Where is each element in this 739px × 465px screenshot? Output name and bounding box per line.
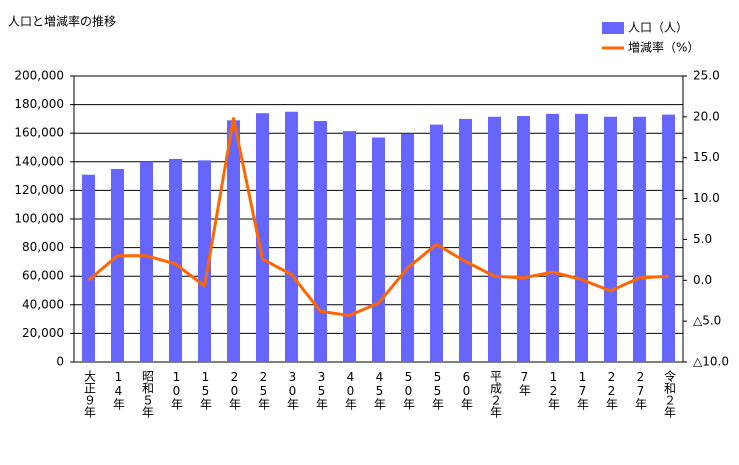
y2-tick-label: 5.0 xyxy=(693,232,712,246)
y2-tick-label: 25.0 xyxy=(693,69,720,83)
y-tick-label: 160,000 xyxy=(14,126,64,140)
bar xyxy=(343,131,356,362)
x-tick-label: 40年 xyxy=(343,370,358,410)
y2-tick-label: △10.0 xyxy=(693,355,729,369)
y-tick-label: 100,000 xyxy=(14,212,64,226)
y2-tick-label: △5.0 xyxy=(693,314,721,328)
x-tick-label: 12年 xyxy=(546,370,561,410)
legend-label: 人口（人） xyxy=(628,21,688,35)
x-tick-label: 大正９年 xyxy=(82,370,97,418)
bar xyxy=(488,116,501,362)
x-tick-label: 20年 xyxy=(227,370,242,410)
x-tick-label: 55年 xyxy=(430,370,445,410)
y-tick-label: 20,000 xyxy=(22,326,64,340)
bar xyxy=(198,160,211,362)
x-tick-label: 35年 xyxy=(314,370,329,410)
bar xyxy=(256,113,269,363)
bar xyxy=(633,116,646,362)
bar xyxy=(604,116,617,362)
y-tick-label: 80,000 xyxy=(22,240,64,254)
bar xyxy=(575,113,588,363)
bar xyxy=(372,137,385,362)
bar xyxy=(111,168,124,362)
x-tick-label: 令和２年 xyxy=(662,370,677,418)
y-tick-label: 40,000 xyxy=(22,297,64,311)
x-tick-label: 45年 xyxy=(372,370,387,410)
bar xyxy=(546,113,559,363)
bar xyxy=(314,121,327,362)
x-tick-label: 平成２年 xyxy=(488,370,503,418)
chart-title: 人口と増減率の推移 xyxy=(8,14,116,29)
x-tick-label: 50年 xyxy=(401,370,416,410)
bar xyxy=(662,114,675,362)
bar xyxy=(169,158,182,362)
bar xyxy=(227,120,240,362)
y2-tick-label: 15.0 xyxy=(693,150,720,164)
x-tick-label: 22年 xyxy=(604,370,619,410)
x-tick-label: 昭和５年 xyxy=(140,370,155,418)
x-tick-label: 60年 xyxy=(459,370,474,410)
x-tick-label: 27年 xyxy=(633,370,648,410)
y2-tick-label: 0.0 xyxy=(693,273,712,287)
x-tick-label: 25年 xyxy=(256,370,271,410)
y-tick-label: 200,000 xyxy=(14,69,64,83)
y-tick-label: 0 xyxy=(56,355,64,369)
rate-line xyxy=(87,116,669,317)
bar xyxy=(459,118,472,363)
x-tick-label: 30年 xyxy=(285,370,300,410)
y-tick-label: 120,000 xyxy=(14,183,64,197)
y-tick-label: 140,000 xyxy=(14,154,64,168)
y2-tick-label: 10.0 xyxy=(693,191,720,205)
x-tick-label: 14年 xyxy=(111,370,126,410)
x-tick-label: 15年 xyxy=(198,370,213,410)
y-tick-label: 60,000 xyxy=(22,269,64,283)
bar xyxy=(401,133,414,362)
bar xyxy=(140,161,153,362)
y-tick-label: 180,000 xyxy=(14,97,64,111)
bar xyxy=(285,111,298,362)
x-tick-label: 17年 xyxy=(575,370,590,410)
y2-tick-label: 20.0 xyxy=(693,109,720,123)
legend-swatch xyxy=(602,22,624,34)
x-tick-label: 7年 xyxy=(517,370,532,396)
x-tick-label: 10年 xyxy=(169,370,184,410)
bar xyxy=(517,116,530,362)
legend-label: 増減率（%） xyxy=(628,40,699,55)
bar xyxy=(82,174,95,362)
